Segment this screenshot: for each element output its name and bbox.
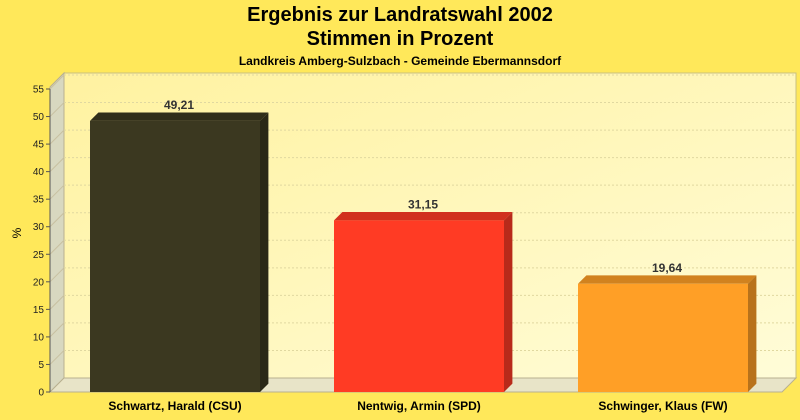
gridline-side <box>49 102 65 117</box>
plot-left-wall <box>49 71 65 394</box>
gridline-side <box>49 184 65 200</box>
bar-side <box>504 211 513 392</box>
data-label: 19,64 <box>652 261 682 275</box>
chart-title: Ergebnis zur Landratswahl 2002 <box>247 4 553 26</box>
bar-side <box>260 112 269 393</box>
bars <box>90 112 757 393</box>
bar-top <box>90 112 269 121</box>
y-tick-label: 40 <box>33 167 45 178</box>
bar-1 <box>90 112 269 393</box>
bar-top <box>578 275 757 284</box>
bar-front <box>334 220 504 392</box>
bar-side <box>748 275 757 392</box>
y-tick-label: 10 <box>33 332 45 343</box>
data-label: 49,21 <box>164 98 194 112</box>
gridline-side <box>49 350 65 365</box>
data-label: 31,15 <box>408 197 438 211</box>
gridline-side <box>49 129 65 145</box>
x-tick-label: Schwinger, Klaus (FW) <box>598 399 727 413</box>
gridline-side <box>49 74 65 90</box>
y-tick-label: 15 <box>33 305 45 316</box>
labels: 49,21 Schwartz, Harald (CSU) 31,15 Nentwig,… <box>108 98 727 413</box>
bar-top <box>334 211 513 221</box>
chart-caption: Landkreis Amberg-Sulzbach - Gemeinde Ebe… <box>238 54 562 68</box>
y-tick-label: 0 <box>38 388 44 399</box>
y-tick-label: 35 <box>33 195 45 206</box>
bar-3 <box>578 275 757 392</box>
gridline-side <box>49 157 65 172</box>
x-tick-label: Schwartz, Harald (CSU) <box>108 399 241 413</box>
chart-subtitle: Stimmen in Prozent <box>306 28 494 50</box>
y-axis: 0 5 10 15 20 25 30 35 40 45 50 55 <box>33 85 51 399</box>
y-tick-label: 20 <box>33 277 45 288</box>
bar-front <box>90 120 260 392</box>
y-tick-label: 55 <box>33 85 45 96</box>
y-tick-label: 5 <box>38 360 44 371</box>
x-tick-label: Nentwig, Armin (SPD) <box>357 399 481 413</box>
bar-2 <box>334 211 513 392</box>
y-axis-label: % <box>10 227 24 238</box>
y-tick-label: 25 <box>33 250 45 261</box>
bar-front <box>578 283 748 392</box>
y-tick-label: 50 <box>33 112 45 123</box>
gridline-side <box>49 212 65 228</box>
gridline-side <box>49 239 65 255</box>
gridline-side <box>49 295 65 310</box>
y-tick-label: 45 <box>33 140 45 151</box>
gridline-side <box>49 267 65 283</box>
y-tick-label: 30 <box>33 222 45 233</box>
gridline-side <box>49 322 65 338</box>
